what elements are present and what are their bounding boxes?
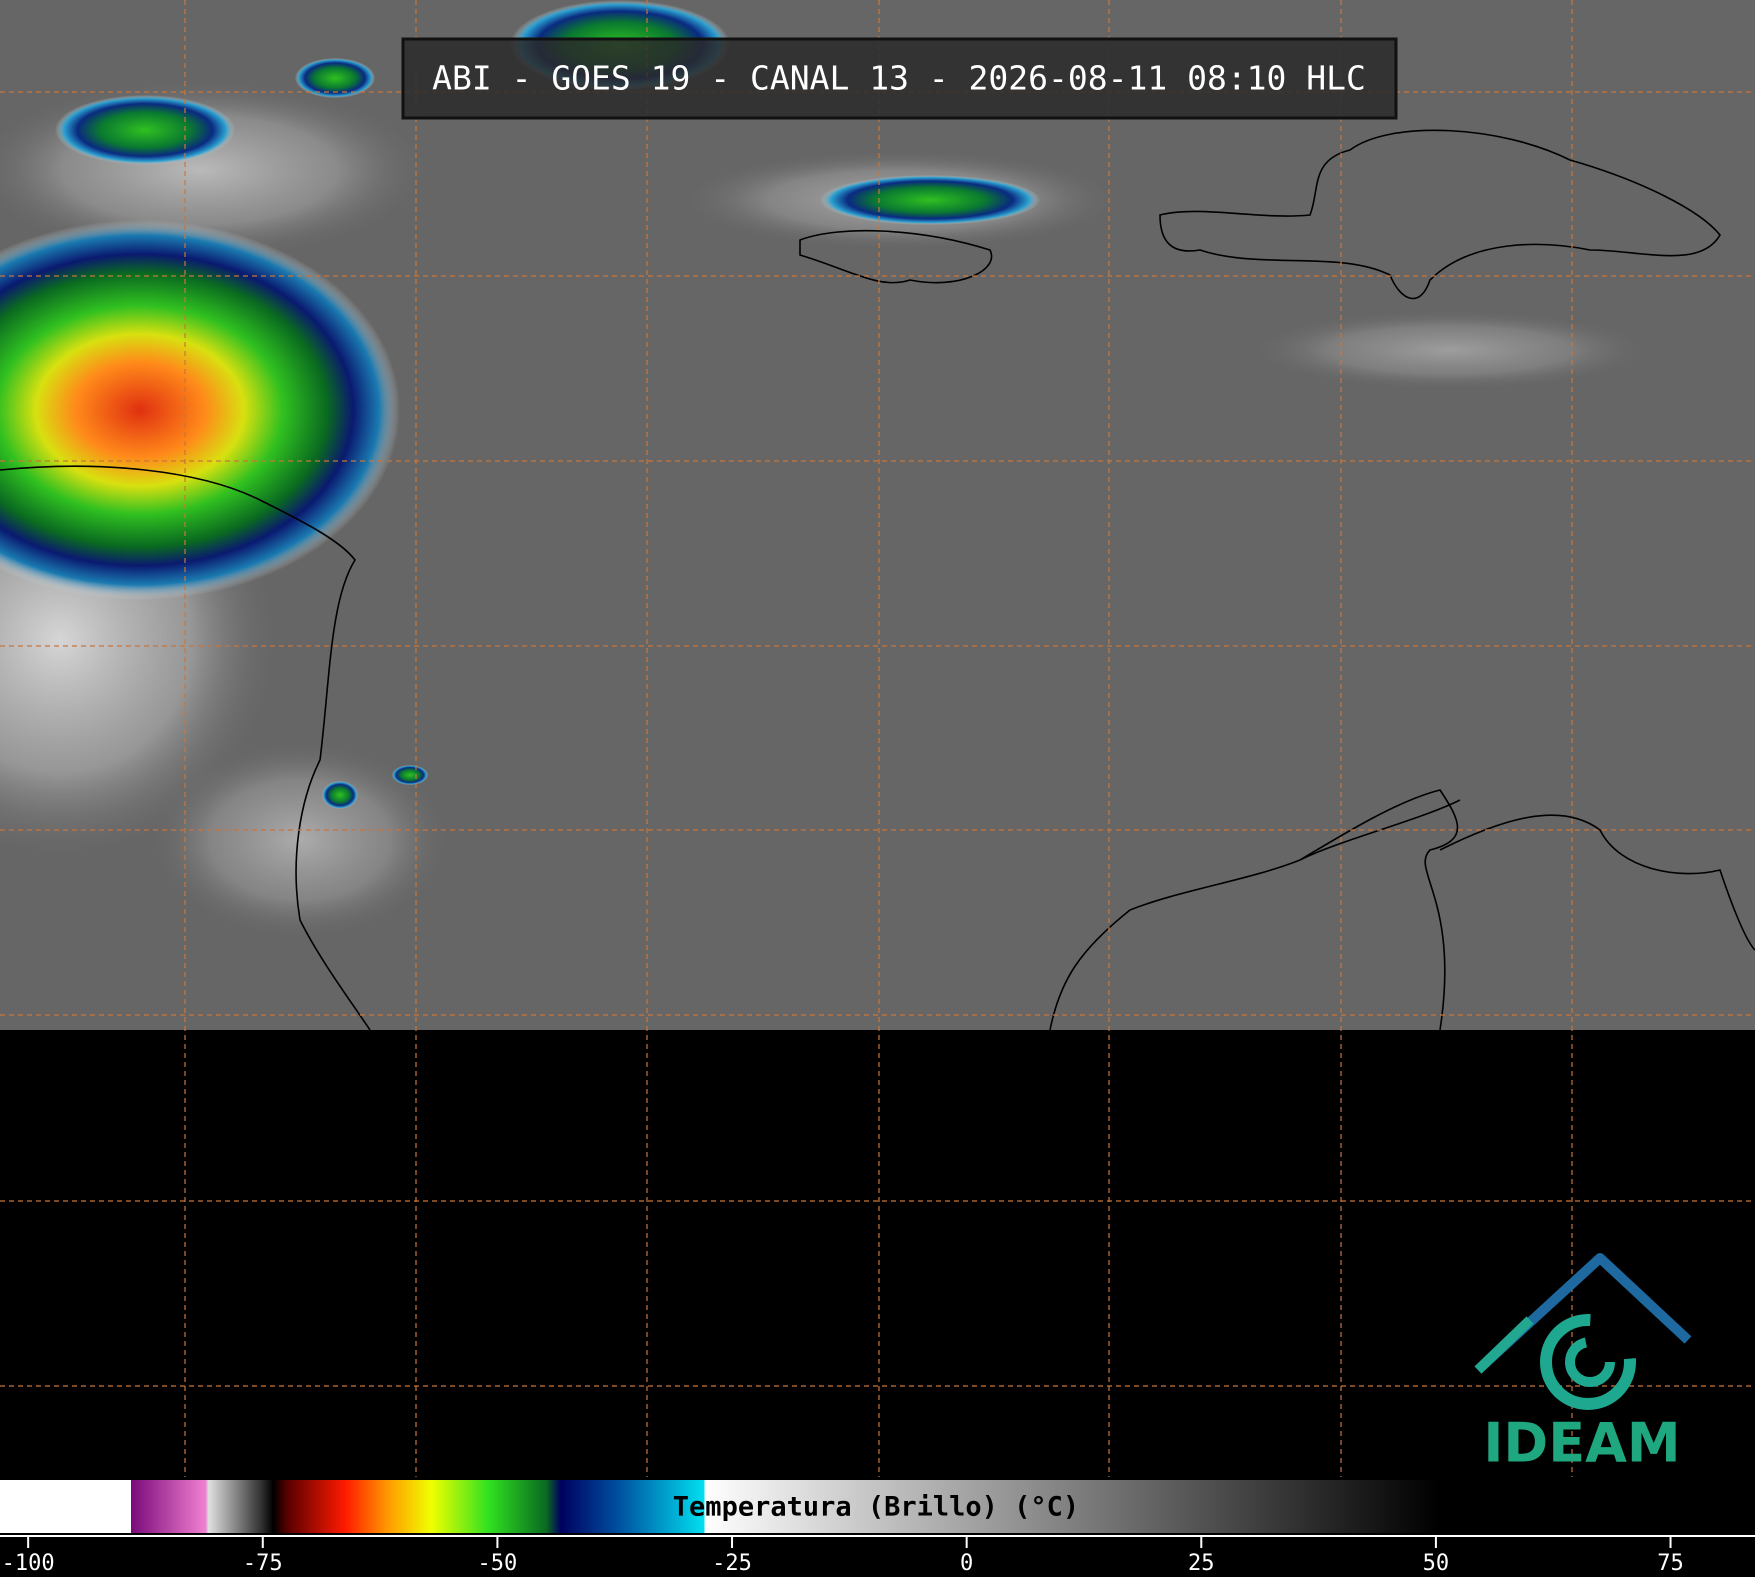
tick-label: 25 — [1188, 1551, 1215, 1576]
tick-label: 50 — [1423, 1551, 1450, 1576]
logo: IDEAM — [1474, 1253, 1692, 1475]
colorbar-ticks: -100 -75 -50 -25 0 25 50 75 — [2, 1536, 1684, 1576]
colorbar — [0, 1480, 1438, 1533]
coastlines — [0, 129, 1755, 1031]
graticule — [0, 0, 1755, 1477]
tick-label: 0 — [960, 1551, 973, 1576]
tick-label: -75 — [243, 1551, 283, 1576]
tick-label: -100 — [2, 1551, 55, 1576]
tick-label: 75 — [1657, 1551, 1684, 1576]
title-box — [401, 37, 1398, 120]
logo-text: IDEAM — [1483, 1412, 1680, 1475]
colorbar-label: Temperatura (Brillo) (°C) — [673, 1492, 1079, 1523]
tick-label: -50 — [478, 1551, 518, 1576]
clouds — [0, 0, 1650, 940]
title: ABI - GOES 19 - CANAL 13 - 2026-08-11 08… — [432, 59, 1366, 98]
tick-label: -25 — [712, 1551, 752, 1576]
